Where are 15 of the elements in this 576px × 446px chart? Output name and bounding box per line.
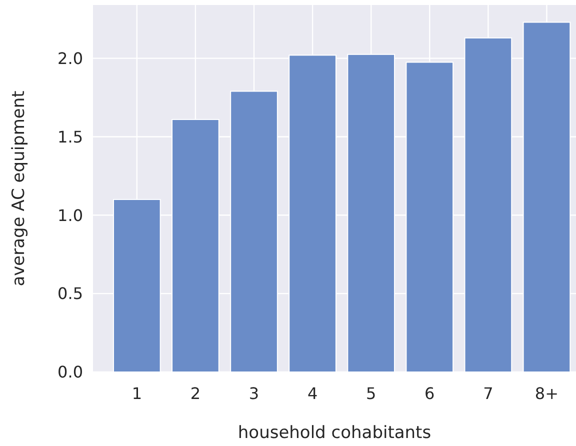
x-tick-label: 8+ (534, 384, 559, 403)
x-tick-label: 1 (132, 384, 142, 403)
y-tick-label: 0.5 (58, 284, 83, 304)
y-axis-title: average AC equipment (9, 90, 29, 286)
x-axis-title: household cohabitants (238, 423, 432, 443)
x-tick-label: 6 (424, 384, 435, 403)
y-tick-label: 1.5 (58, 127, 83, 146)
y-tick-label: 1.0 (58, 206, 83, 225)
x-tick-label: 4 (307, 384, 318, 403)
x-tick-label: 3 (248, 384, 260, 403)
x-tick-label: 2 (190, 384, 201, 403)
y-tick-label: 2.0 (58, 48, 83, 68)
x-tick-label: 7 (483, 384, 494, 403)
x-tick-label: 5 (366, 384, 376, 403)
y-tick-label: 0.0 (58, 362, 83, 382)
